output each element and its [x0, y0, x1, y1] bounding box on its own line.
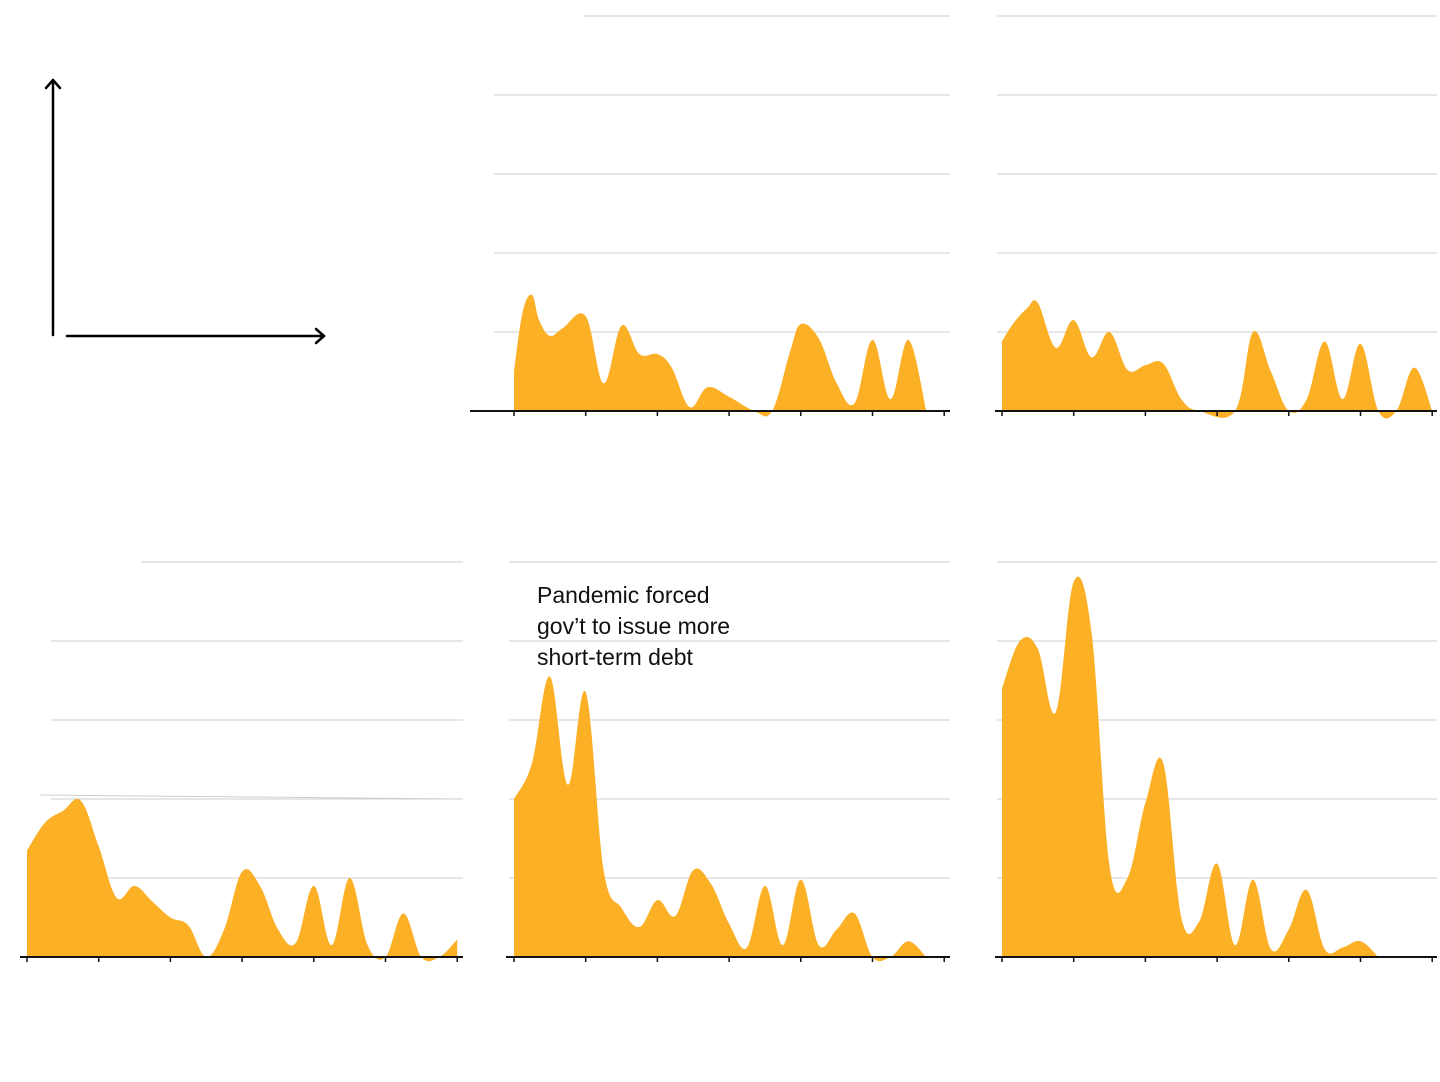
axes-legend-icon [44, 78, 326, 345]
chart-panel-3 [20, 561, 464, 962]
chart-panel-4 [506, 561, 950, 962]
chart-panel-5 [995, 561, 1437, 962]
chart-panel-1 [470, 15, 950, 417]
small-multiples [20, 15, 1437, 962]
pandemic-annotation: Pandemic forced gov’t to issue more shor… [537, 582, 730, 670]
annotation-line-3: short-term debt [537, 644, 694, 670]
series-area [514, 676, 927, 962]
series-area [1002, 576, 1379, 957]
series-area [514, 294, 927, 417]
annotation-line-2: gov’t to issue more [537, 613, 730, 639]
annotation-line-1: Pandemic forced [537, 582, 710, 608]
series-area [27, 798, 458, 962]
series-area [1002, 300, 1433, 419]
reference-line [39, 794, 464, 800]
chart-panel-2 [995, 15, 1437, 419]
